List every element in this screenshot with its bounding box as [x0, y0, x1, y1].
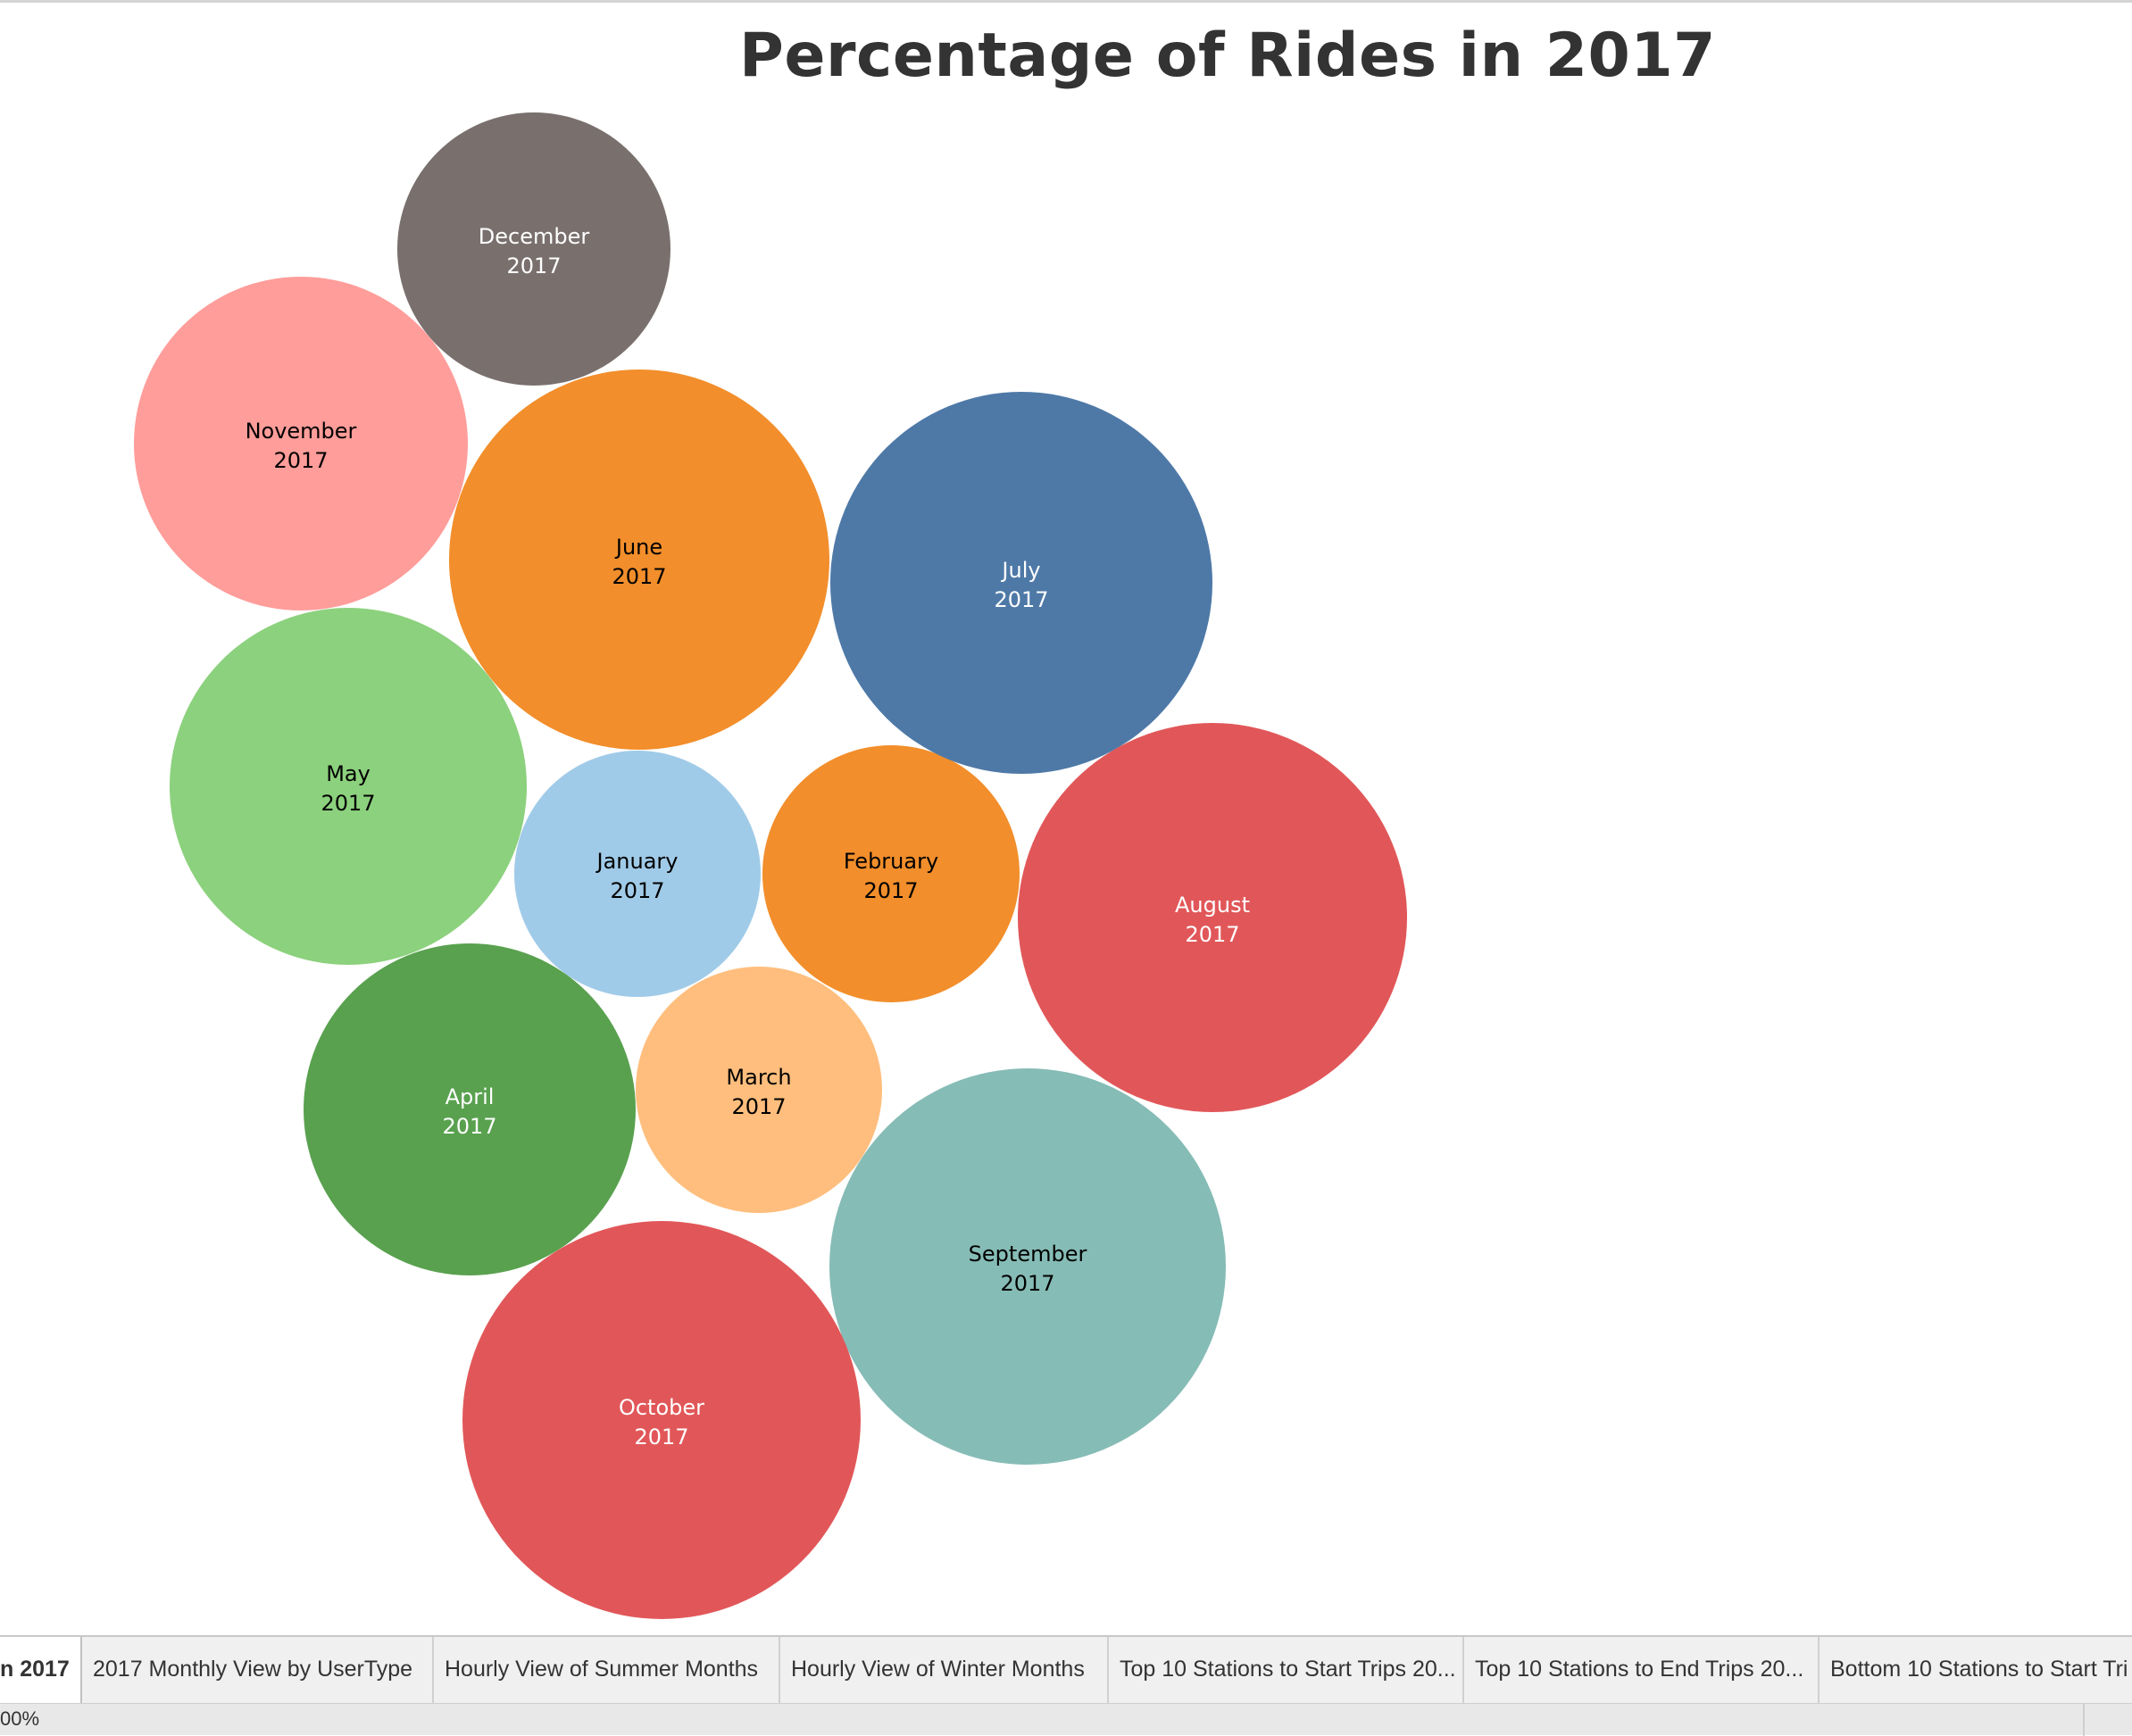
- bubble-label-august: August: [1175, 893, 1250, 918]
- bubble-december[interactable]: [397, 112, 670, 386]
- status-divider: [2083, 1704, 2085, 1736]
- sheet-tab-bar: n 2017 2017 Monthly View by UserType Hou…: [0, 1635, 2132, 1703]
- zoom-level[interactable]: 00%: [0, 1707, 40, 1730]
- bubble-label-january: January: [595, 849, 679, 874]
- tab-hourly-winter[interactable]: Hourly View of Winter Months: [780, 1637, 1109, 1703]
- bubble-july[interactable]: [830, 392, 1212, 774]
- bubble-year-october: 2017: [634, 1425, 688, 1449]
- bubble-label-december: December: [479, 224, 590, 249]
- bubble-year-august: 2017: [1185, 922, 1239, 947]
- bubble-label-march: March: [726, 1065, 791, 1090]
- bubble-label-may: May: [326, 761, 371, 786]
- bubble-year-february: 2017: [863, 878, 918, 903]
- bubble-label-april: April: [446, 1084, 495, 1109]
- bubble-label-february: February: [844, 849, 938, 874]
- bubble-october[interactable]: [462, 1221, 861, 1619]
- bubble-year-january: 2017: [610, 878, 664, 903]
- bubble-year-november: 2017: [273, 448, 328, 473]
- bubble-chart: January 2017 February 2017 March 2017 April 201…: [134, 112, 1407, 1619]
- tab-top10-start[interactable]: Top 10 Stations to Start Trips 20...: [1109, 1637, 1464, 1703]
- tab-bottom10-start[interactable]: Bottom 10 Stations to Start Tri: [1830, 1657, 2128, 1682]
- bubble-march[interactable]: [636, 967, 882, 1213]
- bubble-label-july: July: [1000, 558, 1040, 583]
- bubble-january[interactable]: [514, 751, 761, 997]
- bubble-year-june: 2017: [612, 564, 666, 589]
- tab-monthly-view-by-usertype[interactable]: 2017 Monthly View by UserType: [82, 1637, 434, 1703]
- bubble-year-september: 2017: [1000, 1271, 1054, 1296]
- bubble-august[interactable]: [1018, 723, 1407, 1112]
- bubble-year-july: 2017: [994, 587, 1048, 612]
- tab-top10-end[interactable]: Top 10 Stations to End Trips 20...: [1464, 1637, 1820, 1703]
- dashboard-canvas: Percentage of Rides in 2017 January 2017 F…: [0, 0, 2132, 1619]
- bubble-april[interactable]: [304, 943, 636, 1275]
- bubble-label-september: September: [969, 1242, 1087, 1267]
- bubble-label-october: October: [619, 1395, 704, 1420]
- status-bar: 00%: [0, 1703, 2132, 1736]
- bubble-label-june: June: [614, 535, 662, 560]
- bubble-may[interactable]: [170, 608, 527, 965]
- bubble-february[interactable]: [762, 745, 1020, 1002]
- chart-title: Percentage of Rides in 2017: [739, 21, 1716, 91]
- bubble-year-march: 2017: [731, 1094, 786, 1119]
- bubble-june[interactable]: [449, 370, 829, 750]
- bubble-label-november: November: [246, 419, 357, 444]
- bubble-year-may: 2017: [321, 791, 375, 816]
- tab-hourly-summer[interactable]: Hourly View of Summer Months: [434, 1637, 780, 1703]
- bubble-september[interactable]: [829, 1068, 1226, 1465]
- bubble-year-april: 2017: [442, 1114, 496, 1139]
- bubble-year-december: 2017: [506, 253, 561, 278]
- bubble-november[interactable]: [134, 277, 468, 611]
- tab-percentage-of-rides[interactable]: n 2017: [0, 1637, 82, 1703]
